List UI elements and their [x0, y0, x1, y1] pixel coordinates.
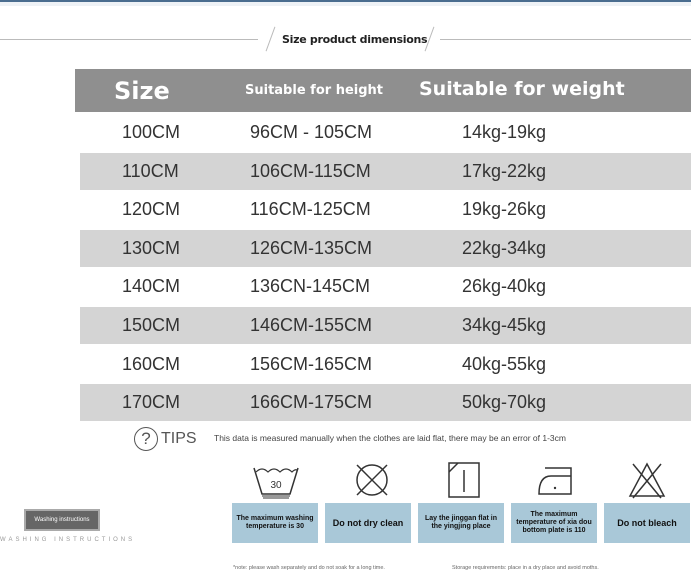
cell-height: 136CN-145CM — [250, 276, 371, 297]
cell-height: 126CM-135CM — [250, 237, 373, 258]
cell-weight: 50kg-70kg — [462, 392, 547, 413]
cell-weight: 14kg-19kg — [462, 122, 547, 142]
cell-size: 140CM — [122, 276, 181, 297]
table-row: 140CM 136CN-145CM 26kg-40kg — [80, 268, 691, 305]
table-row: 170CM 166CM-175CM 50kg-70kg — [80, 384, 691, 422]
cell-height: 96CM - 105CM — [250, 122, 373, 142]
cell-height: 166CM-175CM — [250, 392, 373, 413]
care-label: The maximum temperature of xia dou botto… — [511, 503, 597, 543]
cell-weight: 40kg-55kg — [462, 353, 547, 374]
tips-text: This data is measured manually when the … — [214, 433, 566, 443]
cell-size: 150CM — [122, 315, 181, 335]
care-label: Lay the jinggan flat in the yingjing pla… — [418, 503, 504, 543]
cell-size: 120CM — [122, 199, 181, 220]
table-header: Size Suitable for height Suitable for we… — [75, 69, 691, 112]
washing-instructions-label: WASHING INSTRUCTIONS — [0, 537, 136, 543]
cell-size: 130CM — [122, 237, 181, 258]
no-dry-clean-icon — [356, 464, 388, 496]
table-row: 100CM 96CM - 105CM 14kg-19kg — [80, 114, 691, 151]
cell-weight: 22kg-34kg — [462, 237, 547, 258]
cell-size: 110CM — [122, 160, 179, 181]
cell-size: 170CM — [122, 392, 181, 413]
tips-label: TIPS — [161, 430, 197, 447]
cell-height: 156CM-165CM — [250, 353, 373, 374]
no-bleach-icon — [628, 462, 666, 499]
header-weight: Suitable for weight — [419, 78, 625, 100]
wash-note: *note: please wash separately and do not… — [233, 565, 385, 571]
cell-height: 106CM-115CM — [250, 160, 371, 181]
tips: ? TIPS — [134, 427, 197, 451]
question-icon: ? — [134, 427, 158, 451]
iron-low-icon — [538, 467, 572, 495]
top-border — [0, 0, 691, 2]
top-band — [0, 2, 691, 6]
table-row: 160CM 156CM-165CM 40kg-55kg — [80, 346, 691, 383]
cell-weight: 17kg-22kg — [462, 160, 547, 181]
cell-size: 160CM — [122, 353, 181, 374]
divider-slash — [265, 26, 276, 52]
header-size: Size — [114, 77, 170, 105]
table-row: 130CM 126CM-135CM 22kg-34kg — [80, 229, 691, 267]
cell-height: 116CM-125CM — [250, 199, 371, 220]
cell-weight: 19kg-26kg — [462, 199, 547, 220]
cell-weight: 34kg-45kg — [462, 315, 547, 335]
cell-height: 146CM-155CM — [250, 315, 373, 335]
dry-flat-icon — [448, 462, 480, 498]
section-title: Size product dimensions — [282, 33, 428, 46]
storage-note: Storage requirements: place in a dry pla… — [452, 565, 599, 571]
table-row: 120CM 116CM-125CM 19kg-26kg — [80, 191, 691, 228]
header-height: Suitable for height — [245, 83, 383, 98]
cell-size: 100CM — [122, 122, 181, 142]
divider-left — [0, 39, 258, 40]
care-label: The maximum washing temperature is 30 — [232, 503, 318, 543]
table-row: 150CM 146CM-155CM 34kg-45kg — [80, 307, 691, 344]
wash-temp: 30 — [270, 480, 282, 491]
wash-30-icon: 30 — [253, 467, 299, 499]
divider-right — [440, 39, 691, 40]
washing-instructions-badge: Washing instructions — [24, 509, 100, 531]
table-row: 110CM 106CM-115CM 17kg-22kg — [80, 152, 691, 190]
cell-weight: 26kg-40kg — [462, 276, 547, 297]
care-label: Do not bleach — [604, 503, 690, 543]
care-label: Do not dry clean — [325, 503, 411, 543]
